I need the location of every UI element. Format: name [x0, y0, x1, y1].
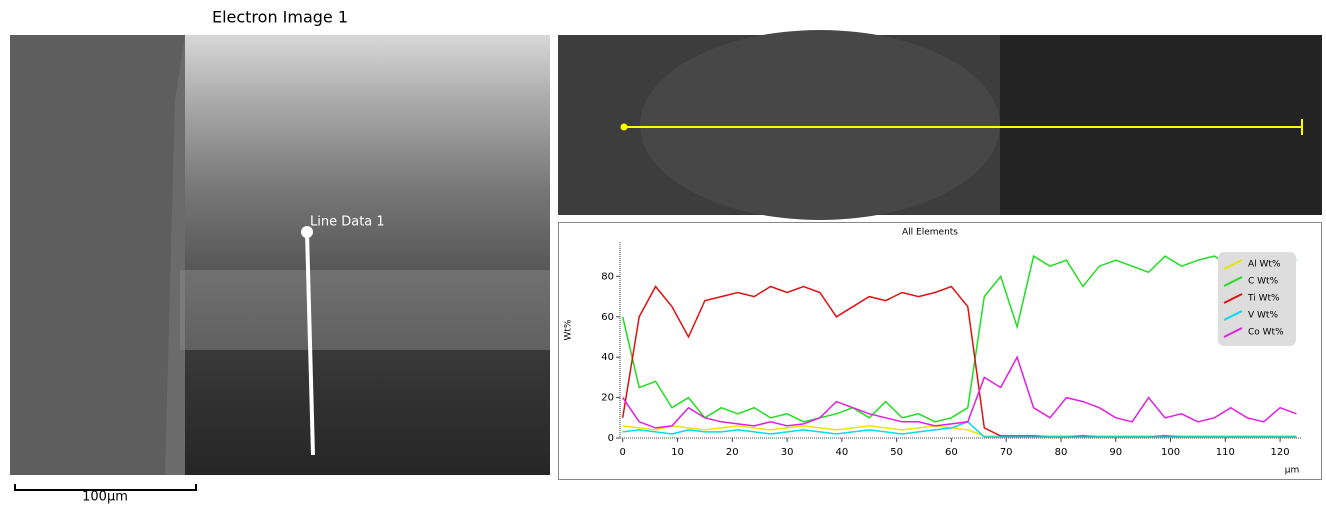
map-dark [1000, 35, 1322, 215]
y-tick-label: 40 [601, 352, 614, 363]
sem-band [180, 270, 550, 350]
x-tick-label: 20 [726, 447, 739, 458]
x-tick-label: 100 [1161, 447, 1180, 458]
legend-label: Co Wt% [1248, 328, 1284, 338]
line-label: Line Data 1 [310, 215, 385, 230]
x-tick-label: 40 [835, 447, 848, 458]
x-tick-label: 120 [1271, 447, 1290, 458]
chart-frame [559, 223, 1322, 480]
y-tick-label: 0 [608, 433, 614, 444]
y-axis-label: Wt% [564, 319, 574, 340]
figure: Electron Image 1 Line Data 1 100µm All E… [0, 0, 1326, 505]
image-title: Electron Image 1 [212, 8, 348, 27]
map-line-start [621, 124, 628, 131]
x-tick-label: 50 [890, 447, 903, 458]
x-tick-label: 10 [671, 447, 684, 458]
map-grain [640, 30, 1000, 220]
x-tick-label: 90 [1109, 447, 1122, 458]
x-tick-label: 110 [1216, 447, 1235, 458]
scale-label: 100µm [82, 490, 128, 505]
y-tick-label: 60 [601, 312, 614, 323]
x-tick-label: 0 [620, 447, 626, 458]
page: {"header": {"title": "Electron Image 1"}… [0, 0, 1326, 505]
x-tick-label: 70 [1000, 447, 1013, 458]
legend-label: Al Wt% [1248, 260, 1281, 270]
x-axis-label: µm [1285, 466, 1300, 476]
x-tick-label: 60 [945, 447, 958, 458]
legend-label: C Wt% [1248, 277, 1279, 287]
x-tick-label: 80 [1055, 447, 1068, 458]
chart-title: All Elements [902, 228, 958, 238]
y-tick-label: 80 [601, 271, 614, 282]
y-tick-label: 20 [601, 393, 614, 404]
x-tick-label: 30 [781, 447, 794, 458]
sem-background [10, 35, 185, 475]
legend-label: V Wt% [1248, 311, 1278, 321]
legend-label: Ti Wt% [1247, 294, 1280, 304]
